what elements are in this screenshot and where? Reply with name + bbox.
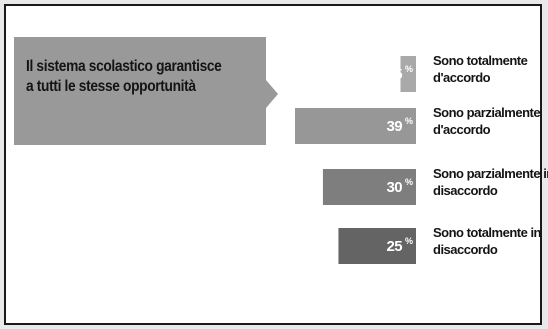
bar-2 bbox=[295, 108, 416, 144]
bar-unit-2: % bbox=[405, 116, 413, 126]
bar-1 bbox=[400, 56, 416, 92]
title-callout: Il sistema scolastico garantisce a tutti… bbox=[14, 37, 266, 145]
category-label-1-line-2: d'accordo bbox=[433, 70, 491, 85]
chart-title: Il sistema scolastico garantisce a tutti… bbox=[26, 58, 222, 95]
category-label-4-line-1: Sono totalmente in bbox=[433, 225, 542, 240]
bar-value-3: 30 bbox=[387, 179, 403, 196]
category-label-1-line-1: Sono totalmente bbox=[433, 53, 528, 68]
callout-arrow-icon bbox=[266, 80, 278, 108]
bar-value-1: 5 bbox=[394, 66, 402, 83]
bar-3 bbox=[322, 169, 416, 205]
category-label-3-line-2: disaccordo bbox=[433, 183, 498, 198]
bar-unit-3: % bbox=[405, 177, 413, 187]
bar-unit-4: % bbox=[405, 236, 413, 246]
category-label-4-line-2: disaccordo bbox=[433, 242, 498, 257]
category-label-2-line-1: Sono parzialmente bbox=[433, 105, 540, 120]
category-label-2-line-2: d'accordo bbox=[433, 122, 491, 137]
bar-4 bbox=[338, 228, 416, 264]
category-label-3-line-1: Sono parzialmente in bbox=[433, 166, 548, 181]
bar-value-4: 25 bbox=[387, 238, 403, 255]
bar-value-2: 39 bbox=[387, 118, 403, 135]
bar-unit-1: % bbox=[405, 64, 413, 74]
